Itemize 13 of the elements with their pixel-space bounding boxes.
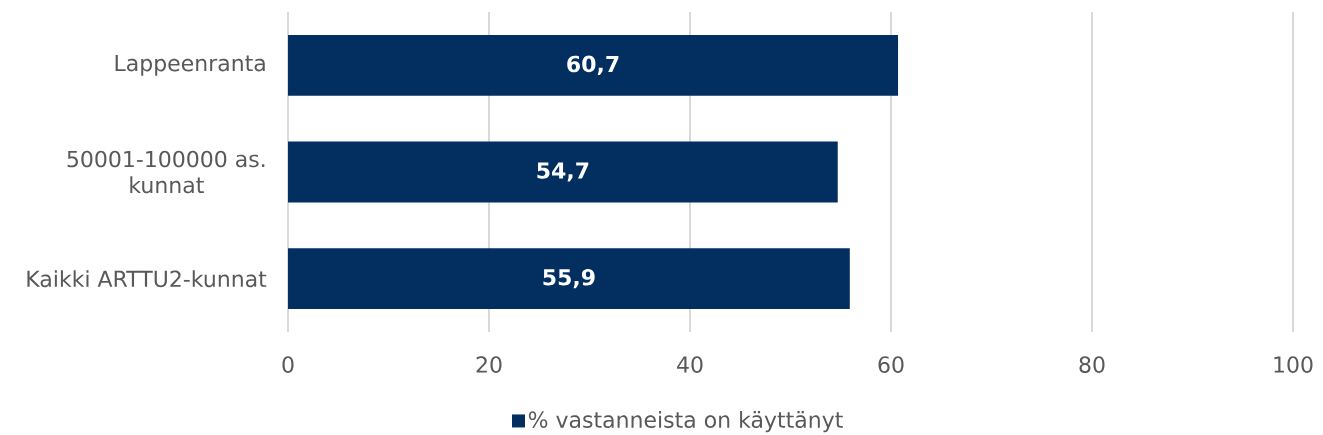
x-tick-label: 100 <box>1274 356 1313 373</box>
x-tick-label: 80 <box>1079 356 1105 373</box>
x-tick-label: 60 <box>878 356 904 373</box>
data-label: 55,9 <box>543 268 595 289</box>
data-label: 54,7 <box>537 162 589 182</box>
data-label: 60,7 <box>567 55 619 76</box>
x-tick-label: 20 <box>476 356 502 373</box>
y-tick-label: Lappeenranta <box>115 55 265 76</box>
y-tick-label: Kaikki ARTTU2-kunnat <box>27 270 267 288</box>
x-tick-label: 0 <box>282 356 294 373</box>
x-tick-label: 40 <box>677 356 703 373</box>
legend-label: % vastanneista on käyttänyt <box>528 410 843 433</box>
y-tick-label: 50001-100000 as. kunnat <box>67 150 265 194</box>
